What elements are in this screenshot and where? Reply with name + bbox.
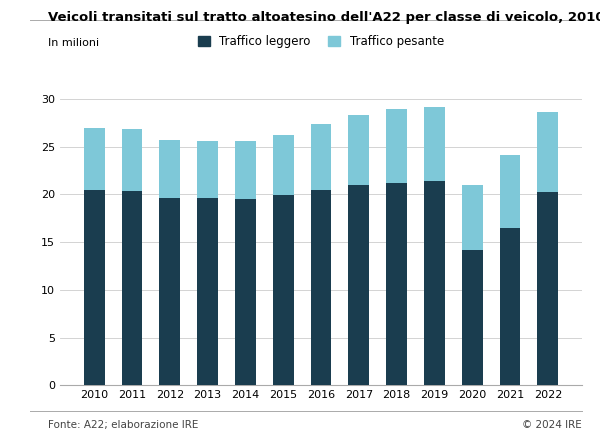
Bar — [311, 190, 331, 385]
Bar — [538, 191, 558, 385]
Bar — [424, 108, 445, 181]
Bar — [273, 135, 293, 195]
Bar — [386, 183, 407, 385]
Bar — [311, 124, 331, 190]
Text: In milioni: In milioni — [48, 38, 99, 48]
Bar — [349, 115, 369, 185]
Bar — [122, 129, 142, 190]
Bar — [424, 181, 445, 385]
Bar — [500, 155, 520, 228]
Bar — [462, 250, 482, 385]
Bar — [273, 195, 293, 385]
Bar — [500, 228, 520, 385]
Bar — [160, 140, 180, 198]
Bar — [235, 199, 256, 385]
Bar — [235, 141, 256, 199]
Bar — [84, 190, 104, 385]
Legend: Traffico leggero, Traffico pesante: Traffico leggero, Traffico pesante — [193, 31, 449, 53]
Bar — [160, 198, 180, 385]
Bar — [197, 198, 218, 385]
Bar — [538, 112, 558, 191]
Bar — [349, 185, 369, 385]
Text: © 2024 IRE: © 2024 IRE — [522, 420, 582, 430]
Bar — [84, 128, 104, 190]
Text: Fonte: A22; elaborazione IRE: Fonte: A22; elaborazione IRE — [48, 420, 199, 430]
Bar — [197, 141, 218, 198]
Bar — [462, 185, 482, 250]
Bar — [386, 109, 407, 183]
Text: Veicoli transitati sul tratto altoatesino dell'A22 per classe di veicolo, 2010–2: Veicoli transitati sul tratto altoatesin… — [48, 11, 600, 24]
Bar — [122, 190, 142, 385]
